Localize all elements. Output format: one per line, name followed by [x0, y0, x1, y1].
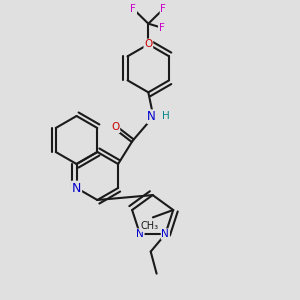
Text: N: N	[161, 229, 169, 239]
Text: O: O	[144, 39, 152, 49]
Text: N: N	[136, 229, 144, 239]
Text: CH₃: CH₃	[140, 221, 159, 231]
Text: F: F	[160, 4, 166, 14]
Text: F: F	[159, 23, 165, 33]
Text: N: N	[147, 110, 156, 123]
Text: F: F	[130, 4, 136, 14]
Text: N: N	[72, 182, 81, 194]
Text: H: H	[162, 111, 170, 121]
Text: O: O	[111, 122, 119, 132]
